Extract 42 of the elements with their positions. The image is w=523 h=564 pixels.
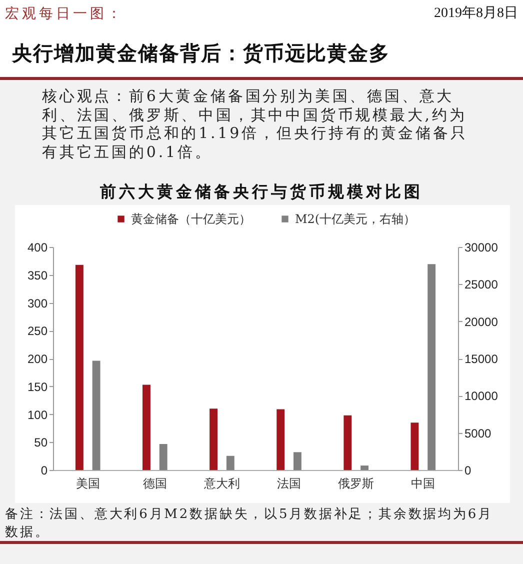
text: 备注：法国、意大利6月M2数据缺失，以5月数据补足；其余数据均为6月数据。 (5, 506, 494, 542)
x-tick-label: 中国 (411, 476, 436, 490)
y2-tick-label: 15000 (464, 352, 498, 366)
y2-tick-label: 0 (464, 464, 472, 478)
y-tick-label: 200 (27, 352, 48, 366)
bar (210, 408, 218, 470)
chart-title: 央行增加黄金储备背后：货币远比黄金多 (12, 40, 390, 67)
bar (159, 444, 168, 470)
bar (410, 422, 419, 470)
chart-subtitle: 前六大黄金储备央行与货币规模对比图 (99, 182, 424, 203)
y2-tick-label: 10000 (464, 389, 498, 404)
bar (75, 264, 84, 470)
bar (428, 264, 436, 470)
x-tick-label: 美国 (76, 476, 100, 490)
bar (344, 415, 352, 470)
y-tick-label: 400 (27, 240, 48, 254)
bar (92, 360, 100, 470)
y2-tick-label: 5000 (464, 426, 492, 440)
bar (226, 456, 234, 470)
x-tick-label: 意大利 (202, 476, 240, 490)
text: 2019年8月8日 (434, 4, 518, 22)
y-tick-label: 0 (40, 464, 48, 478)
x-tick-label: 德国 (142, 476, 167, 490)
y-tick-label: 250 (27, 324, 48, 338)
legend-label: 黄金储备（十亿美元） (131, 212, 251, 226)
text: 核心观点：前6大黄金储备国分别为美国、德国、意大利、法国、俄罗斯、中国，其中中国货币规模最大,约为其它五国货币总和的1.19倍，但央行持有的黄金储备只有其它五国的0.1倍。 (42, 87, 469, 161)
y-tick-label: 300 (27, 296, 48, 310)
y2-tick-label: 30000 (464, 240, 498, 254)
bar (276, 409, 285, 470)
y2-tick-label: 25000 (464, 278, 498, 292)
y-tick-label: 150 (27, 380, 48, 394)
text: 宏观每日一图： (5, 5, 124, 23)
bar (360, 466, 368, 470)
legend-label: M2(十亿美元，右轴） (295, 212, 416, 226)
y2-tick-label: 20000 (464, 314, 498, 329)
bar (294, 452, 302, 470)
y-tick-label: 100 (27, 408, 48, 422)
x-tick-label: 法国 (277, 476, 302, 490)
x-tick-label: 俄罗斯 (338, 476, 374, 490)
bar (142, 384, 150, 470)
y-tick-label: 350 (27, 268, 48, 282)
y-tick-label: 50 (34, 436, 48, 450)
